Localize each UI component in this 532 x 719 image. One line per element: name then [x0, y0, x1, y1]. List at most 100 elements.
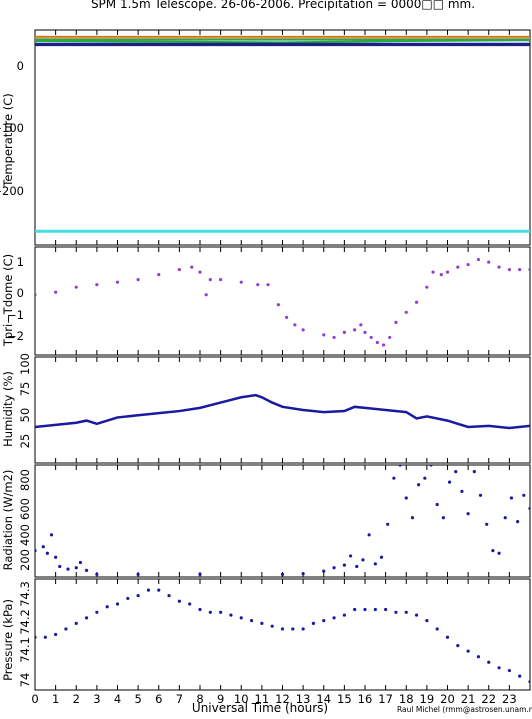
plot-area [35, 257, 530, 347]
tpri-tdome-axis-label: Tpri−Tdome (C) [1, 254, 15, 347]
humidity-tick-label: 75 [18, 382, 32, 397]
temperature-series-line [35, 39, 530, 44]
data-point [95, 283, 99, 287]
data-point [229, 613, 233, 617]
data-point [478, 493, 483, 497]
tpri-tdome-panel: Tpri−Tdome (C) 1 0 −1 −2 [1, 246, 531, 356]
data-point [392, 476, 396, 480]
humidity-tick-label: 100 [18, 353, 32, 375]
data-point [136, 594, 140, 598]
data-point [359, 323, 363, 327]
data-point [348, 554, 353, 558]
data-point [367, 533, 371, 537]
data-point [249, 619, 254, 623]
data-point [322, 333, 326, 337]
data-point [342, 563, 346, 567]
data-point [285, 315, 289, 319]
data-point [54, 555, 58, 559]
tpri-tdome-tick-label: −2 [7, 329, 24, 343]
data-point [41, 545, 45, 549]
data-point [95, 610, 99, 614]
data-point [528, 680, 530, 684]
data-point [280, 572, 285, 576]
data-point [198, 270, 202, 274]
x-tick-label: 14 [316, 692, 331, 706]
data-point [454, 469, 458, 474]
humidity-tick-label: 25 [18, 434, 32, 449]
x-tick-label: 2 [73, 692, 80, 706]
data-point [239, 280, 243, 284]
data-point [431, 270, 435, 274]
data-point [115, 602, 120, 606]
data-point [503, 516, 507, 520]
data-point [417, 483, 421, 487]
data-point [466, 649, 470, 653]
data-point [373, 607, 377, 612]
radiation-panel: Radiation (W/m2) 200 400 600 800 [1, 464, 531, 578]
data-point [355, 564, 359, 569]
tpri-tdome-tick-label: −1 [7, 308, 24, 322]
data-point [518, 674, 522, 678]
x-axis-label: Universal Time (hours) [192, 701, 328, 715]
data-point [363, 607, 367, 612]
radiation-plot [34, 464, 531, 578]
data-point [485, 522, 489, 526]
radiation-tick-label: 800 [18, 469, 32, 491]
x-tick-label: 19 [420, 692, 435, 706]
x-tick-label: 21 [461, 692, 476, 706]
data-point [472, 469, 476, 474]
data-point [136, 572, 140, 576]
data-point [66, 567, 70, 571]
data-point [384, 607, 388, 612]
data-point [435, 502, 439, 507]
data-point [45, 551, 49, 555]
x-tick-label: 9 [217, 692, 224, 706]
data-point [361, 558, 365, 562]
data-point [49, 533, 54, 537]
plot-area [35, 393, 530, 430]
data-point [301, 627, 305, 631]
data-point [509, 496, 514, 500]
data-point [516, 520, 520, 524]
data-point [518, 268, 522, 272]
data-point [456, 265, 460, 269]
data-point [404, 496, 408, 500]
x-tick-label: 15 [337, 692, 352, 706]
data-point [95, 572, 99, 576]
data-point [394, 320, 398, 324]
data-point [204, 293, 208, 297]
radiation-tick-label: 200 [18, 549, 32, 571]
pressure-tick-label: 74.1 [18, 637, 32, 663]
data-point [84, 616, 89, 620]
x-tick-label: 7 [176, 692, 183, 706]
data-point [439, 273, 443, 277]
data-point [456, 644, 460, 648]
temperature-plot [34, 29, 531, 246]
data-point [322, 569, 326, 573]
x-tick-label: 11 [255, 692, 270, 706]
data-point [177, 599, 181, 603]
data-point [445, 635, 450, 639]
data-point [198, 607, 202, 612]
radiation-tick-label: 400 [18, 524, 32, 546]
data-point [466, 262, 470, 267]
data-point [491, 549, 495, 553]
data-point [414, 300, 419, 304]
data-point [342, 330, 346, 334]
data-point [497, 265, 501, 269]
pressure-axis-label: Pressure (kPa) [1, 599, 15, 681]
data-point [54, 632, 58, 637]
temperature-tick-label: −100 [0, 121, 24, 135]
plot-area [35, 588, 530, 684]
x-tick-label: 10 [234, 692, 249, 706]
data-point [507, 268, 511, 272]
temperature-tick-label: 0 [17, 59, 24, 73]
temperature-axis-label: Temperature (C) [1, 93, 15, 188]
data-point [447, 480, 452, 484]
data-point [353, 328, 357, 332]
x-tick-label: 1 [52, 692, 59, 706]
data-point [369, 335, 373, 340]
data-point [256, 283, 260, 287]
data-point [64, 627, 68, 631]
data-point [476, 655, 481, 659]
